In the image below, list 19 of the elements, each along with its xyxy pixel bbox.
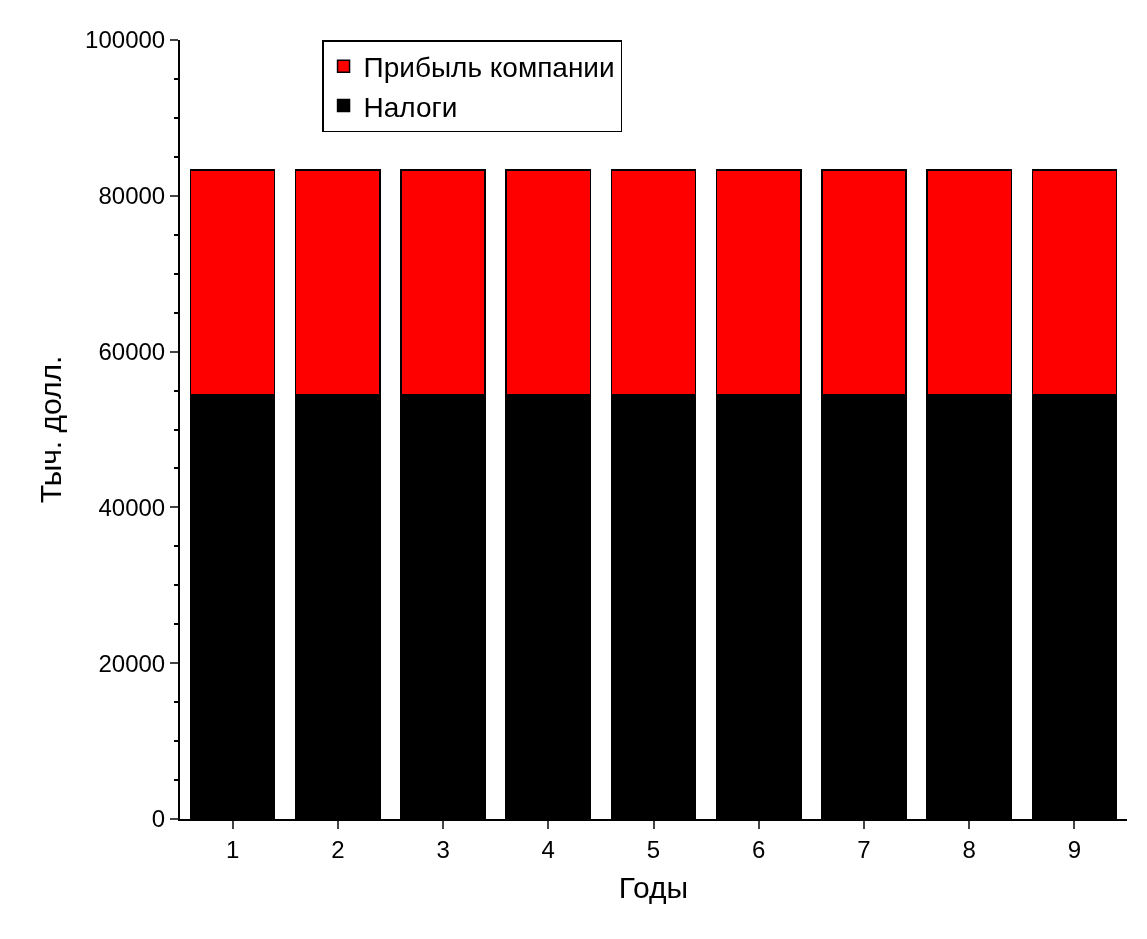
y-axis-title: Тыч. долл. — [33, 355, 67, 504]
x-tick-label: 2 — [331, 835, 345, 863]
y-tick-label: 0 — [151, 805, 166, 833]
x-axis-title: Годы — [618, 870, 689, 904]
y-tick-label: 80000 — [98, 182, 166, 210]
x-tick-label: 6 — [752, 835, 766, 863]
x-tick-label: 8 — [962, 835, 976, 863]
y-tick-label: 20000 — [98, 649, 166, 677]
x-tick-label: 5 — [646, 835, 661, 863]
y-tick-label: 100000 — [85, 26, 166, 54]
legend-label: Прибыль компании — [363, 52, 615, 84]
y-tick-label: 60000 — [98, 338, 166, 365]
x-tick-label: 3 — [436, 835, 450, 863]
x-tick-label: 4 — [541, 835, 555, 863]
x-tick-label: 1 — [225, 835, 240, 863]
legend-label: Налоги — [363, 91, 458, 123]
x-tick-label: 7 — [857, 835, 871, 863]
y-tick-label: 40000 — [98, 493, 166, 521]
x-tick-label: 9 — [1067, 835, 1082, 863]
